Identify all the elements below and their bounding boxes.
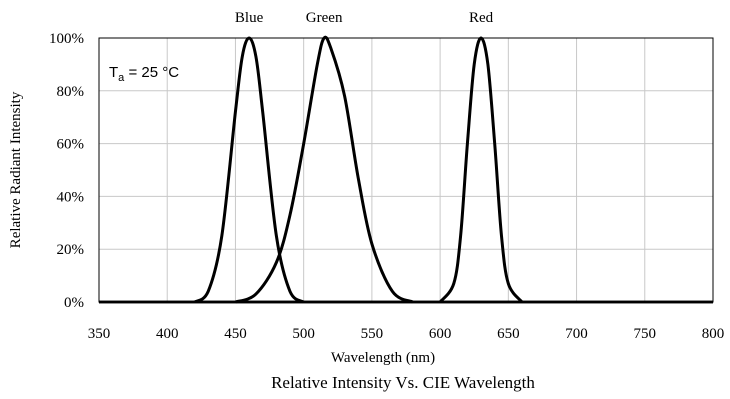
x-tick-labels: 350 400 450 500 550 600 650 700 750 800 (88, 326, 725, 342)
x-tick-label: 700 (565, 326, 588, 342)
x-tick-label: 500 (292, 326, 315, 342)
x-tick-label: 400 (156, 326, 179, 342)
peak-labels: Blue Green Red (235, 10, 494, 26)
temperature-annotation: Ta = 25 °C (109, 64, 179, 84)
y-axis-label: Relative Radiant Intensity (8, 91, 24, 248)
y-tick-labels: 0% 20% 40% 60% 80% 100% (49, 31, 84, 311)
series-line-red (438, 36, 524, 303)
x-tick-label: 600 (429, 326, 452, 342)
series-label-green: Green (306, 10, 343, 26)
y-tick-label: 40% (57, 189, 85, 205)
x-tick-label: 450 (224, 326, 247, 342)
plot-background (99, 38, 713, 302)
chart-title: Relative Intensity Vs. CIE Wavelength (271, 373, 535, 392)
x-tick-label: 650 (497, 326, 520, 342)
curves-layer (99, 35, 713, 304)
x-tick-label: 350 (88, 326, 111, 342)
y-tick-label: 100% (49, 31, 84, 47)
x-tick-label: 800 (702, 326, 725, 342)
series-line-blue (193, 36, 305, 304)
x-tick-label: 750 (634, 326, 657, 342)
y-tick-label: 60% (57, 137, 85, 153)
x-axis-label: Wavelength (nm) (331, 350, 435, 366)
y-tick-label: 20% (57, 242, 85, 258)
y-tick-label: 0% (64, 295, 84, 311)
series-label-red: Red (469, 10, 494, 26)
y-tick-label: 80% (57, 84, 85, 100)
series-line-green (234, 35, 414, 304)
series-label-blue: Blue (235, 10, 264, 26)
x-tick-label: 550 (361, 326, 384, 342)
